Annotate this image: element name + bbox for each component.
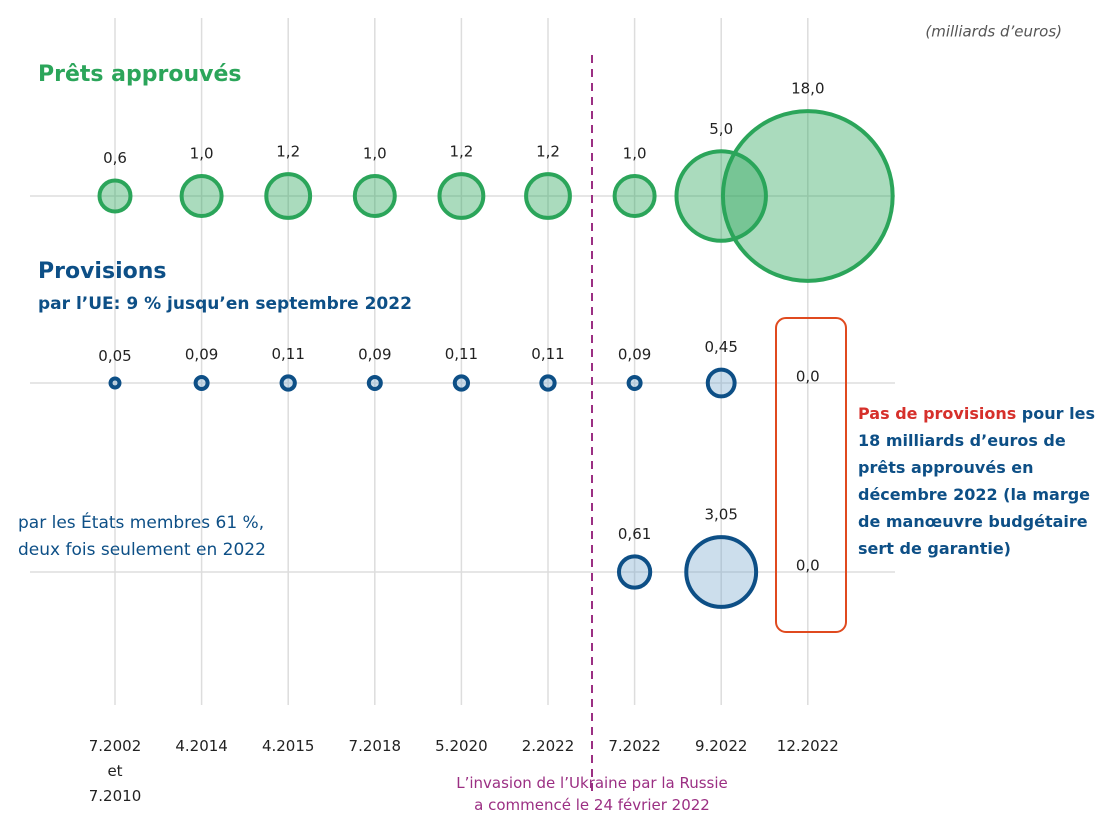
x-tick-label: 7.2002 et 7.2010 xyxy=(88,737,142,805)
value-label: 0,09 xyxy=(618,346,651,364)
bubble xyxy=(437,172,486,220)
value-label: 1,0 xyxy=(363,145,387,163)
bubble xyxy=(279,374,297,392)
bubble xyxy=(264,172,313,220)
value-label: 1,0 xyxy=(623,145,647,163)
bubble xyxy=(352,174,397,218)
value-label: 0,09 xyxy=(185,346,218,364)
x-tick-label: 12.2022 xyxy=(776,737,839,755)
series-title: par les États membres 61 %, deux fois se… xyxy=(18,513,266,560)
x-tick-label: 9.2022 xyxy=(694,737,748,755)
x-tick-label: 4.2015 xyxy=(261,737,315,755)
unit-note: (milliards d’euros) xyxy=(925,23,1062,41)
value-label: 3,05 xyxy=(704,506,737,524)
value-label: 0,11 xyxy=(271,345,304,363)
value-label: 1,2 xyxy=(449,143,473,161)
value-label: 0,61 xyxy=(618,525,651,543)
bubble xyxy=(179,174,224,218)
value-label: 18,0 xyxy=(791,80,824,98)
value-label: 0,09 xyxy=(358,346,391,364)
value-label: 1,2 xyxy=(276,143,300,161)
value-label: 1,2 xyxy=(536,143,560,161)
value-label: 0,05 xyxy=(98,347,131,365)
bubble xyxy=(193,375,210,391)
bubble xyxy=(720,109,895,283)
bubble xyxy=(626,375,643,391)
bubble xyxy=(524,172,572,220)
value-label: 0,11 xyxy=(531,345,564,363)
bubble xyxy=(616,554,653,590)
annotation: L’invasion de l’Ukraine par la Russie a … xyxy=(456,774,728,814)
bubble xyxy=(452,374,471,392)
bubble xyxy=(108,376,122,390)
bubble xyxy=(684,535,759,609)
bubble xyxy=(366,375,383,391)
value-label: 0,6 xyxy=(103,149,127,167)
x-tick-label: 4.2014 xyxy=(175,737,228,755)
bubble xyxy=(97,178,133,214)
value-label: 1,0 xyxy=(190,145,214,163)
x-tick-label: 2.2022 xyxy=(521,737,575,755)
value-label: 0,11 xyxy=(445,345,478,363)
value-label: 0,45 xyxy=(704,338,737,356)
bubble xyxy=(612,174,657,218)
value-label: 5,0 xyxy=(709,120,733,138)
series-title: Prêts approuvés xyxy=(38,62,242,87)
value-label: 0,0 xyxy=(796,368,820,386)
value-label: 0,0 xyxy=(796,557,820,575)
note-text: pour les 18 milliards d’euros de prêts a… xyxy=(858,404,1095,558)
x-tick-label: 7.2018 xyxy=(348,737,402,755)
x-tick-label: 7.2022 xyxy=(608,737,661,755)
note-box xyxy=(775,317,847,633)
series-title: Provisions xyxy=(38,259,166,284)
note: Pas de provisions pour les 18 milliards … xyxy=(858,400,1098,562)
bubble xyxy=(539,374,557,392)
bubble xyxy=(705,367,737,399)
note-highlight: Pas de provisions xyxy=(858,404,1017,423)
series-subtitle: par l’UE: 9 % jusqu’en septembre 2022 xyxy=(38,294,412,314)
x-tick-label: 5.2020 xyxy=(435,737,488,755)
